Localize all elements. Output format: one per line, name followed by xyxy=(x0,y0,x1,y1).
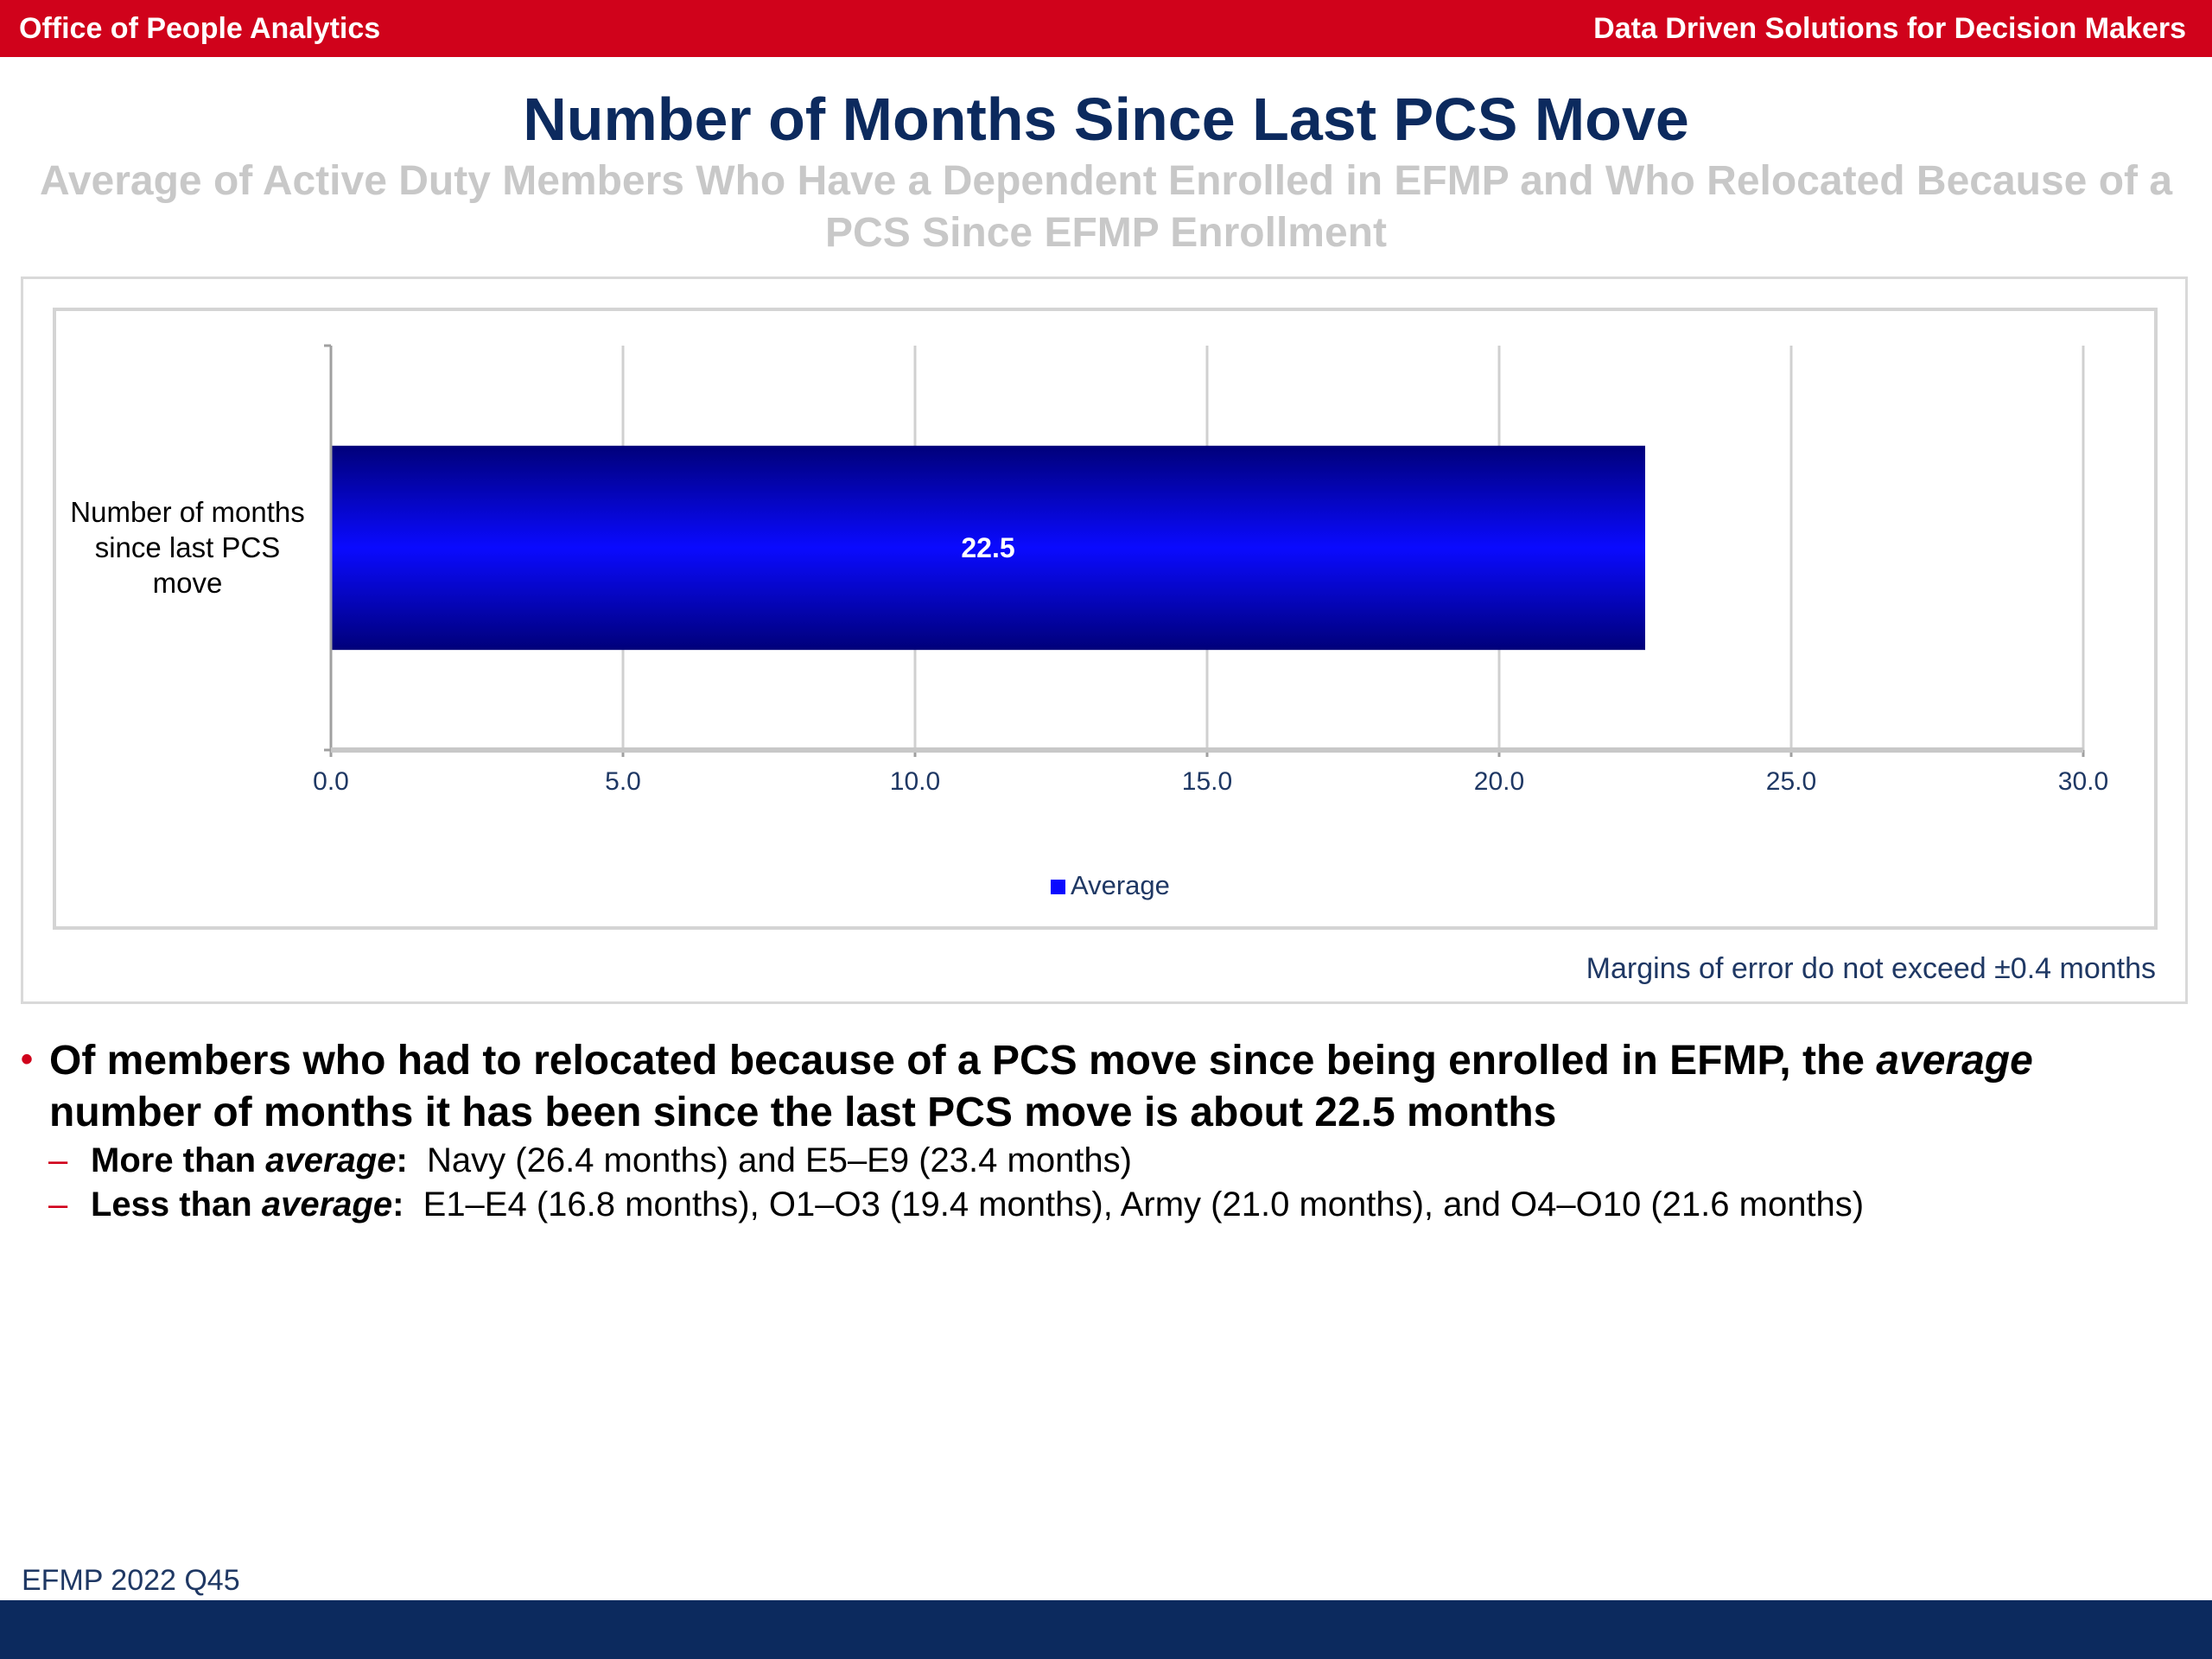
data-label: 22.5 xyxy=(961,532,1014,563)
bullet-dot: • xyxy=(21,1040,34,1078)
sub-bullet-emphasis: average xyxy=(265,1141,397,1179)
bar-chart: 0.0 5.0 10.0 15.0 20.0 25.0 30.0 22.5 Number of … xyxy=(70,344,2108,900)
main-bullet: • Of members who had to relocated becaus… xyxy=(21,1035,2181,1139)
findings: • Of members who had to relocated becaus… xyxy=(21,1035,2181,1227)
axes xyxy=(324,344,2085,757)
bar xyxy=(331,445,1645,651)
bars xyxy=(331,445,1645,651)
legend-swatch xyxy=(1051,880,1065,894)
tagline: Data Driven Solutions for Decision Maker… xyxy=(1593,12,2186,45)
bottom-banner xyxy=(0,1600,2212,1659)
sub-bullet-colon: : xyxy=(392,1185,404,1224)
sub-bullet-text: Navy (26.4 months) and E5–E9 (23.4 month… xyxy=(407,1141,1132,1179)
dash-marker: – xyxy=(48,1141,68,1179)
dash-marker: – xyxy=(48,1185,68,1224)
sub-bullet-text: E1–E4 (16.8 months), O1–O3 (19.4 months)… xyxy=(404,1185,1865,1224)
gridlines xyxy=(621,346,2085,750)
survey-reference: EFMP 2022 Q45 xyxy=(22,1564,240,1597)
chart-outer-frame xyxy=(21,276,2188,1004)
top-banner: Office of People Analytics Data Driven S… xyxy=(0,0,2212,57)
x-tick-label: 25.0 xyxy=(1766,767,1816,796)
x-tick-label: 5.0 xyxy=(605,767,641,796)
x-tick-label: 15.0 xyxy=(1182,767,1232,796)
x-tick-label: 30.0 xyxy=(2058,767,2108,796)
sub-bullet-colon: : xyxy=(396,1141,408,1179)
main-bullet-text-1: Of members who had to relocated because … xyxy=(49,1038,1877,1084)
sub-bullet-lead: More than xyxy=(91,1141,266,1179)
x-tick-label: 0.0 xyxy=(313,767,349,796)
legend-label: Average xyxy=(1071,870,1170,900)
x-tick-label: 10.0 xyxy=(890,767,940,796)
sub-bullet-emphasis: average xyxy=(261,1185,393,1224)
main-bullet-text-2: number of months it has been since the l… xyxy=(49,1090,1557,1135)
sub-bullet-lead: Less than xyxy=(91,1185,262,1224)
page-subtitle: Average of Active Duty Members Who Have … xyxy=(39,158,2173,256)
category-label: Number of months since last PCS move xyxy=(70,496,304,599)
x-tick-label: 20.0 xyxy=(1474,767,1524,796)
margin-of-error-note: Margins of error do not exceed ±0.4 mont… xyxy=(1586,952,2156,985)
sub-bullet-more: – More than average: Navy (26.4 months) … xyxy=(21,1139,2181,1183)
main-bullet-emphasis: average xyxy=(1876,1038,2033,1084)
page-title: Number of Months Since Last PCS Move xyxy=(523,86,1689,153)
sub-bullet-less: – Less than average: E1–E4 (16.8 months)… xyxy=(21,1183,2181,1227)
org-name: Office of People Analytics xyxy=(19,12,381,45)
labels: 0.0 5.0 10.0 15.0 20.0 25.0 30.0 22.5 Number of … xyxy=(70,496,2108,796)
chart-frame: 0.0 5.0 10.0 15.0 20.0 25.0 30.0 22.5 Number of … xyxy=(53,308,2158,930)
legend: Average xyxy=(1051,870,1170,900)
